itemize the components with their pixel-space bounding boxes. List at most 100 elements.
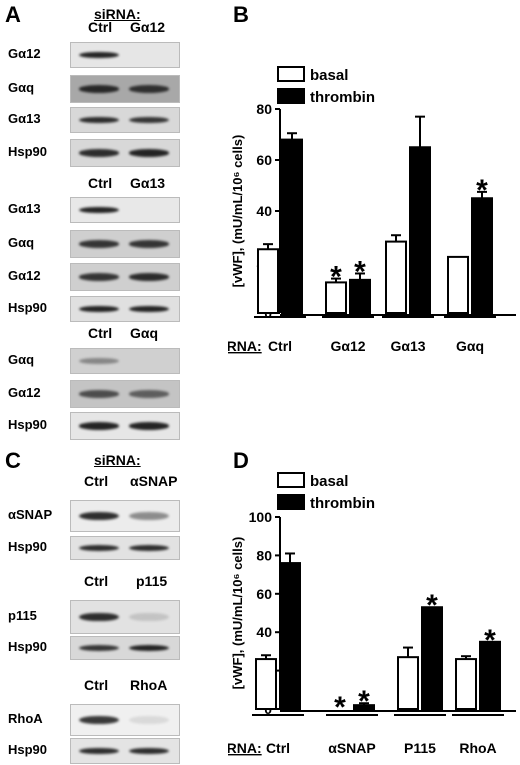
y-tick-label: 80 [256, 547, 272, 563]
lane-label: Ctrl [84, 473, 109, 489]
blot-strip [70, 636, 180, 660]
significance-marker: * [358, 685, 370, 718]
legend-swatch [277, 66, 305, 82]
blot-row-label: Hsp90 [8, 417, 48, 432]
blot-row-label: Gα13 [8, 111, 41, 126]
protein-band [79, 390, 119, 398]
protein-band [129, 390, 169, 398]
y-tick-label: 40 [256, 203, 272, 219]
bar-basal [397, 656, 419, 711]
protein-band [129, 612, 169, 622]
y-tick-label: 80 [256, 101, 272, 117]
x-tick-label: Ctrl [266, 740, 290, 756]
protein-band [129, 422, 169, 430]
bar-basal [385, 240, 407, 315]
panel-letter-c: C [5, 448, 21, 473]
protein-band [79, 240, 119, 248]
protein-band [79, 206, 119, 214]
blot-strip [70, 738, 180, 764]
protein-band [129, 644, 169, 652]
blot-row-label: αSNAP [8, 507, 53, 522]
protein-band [79, 273, 119, 281]
lane-label: Ctrl [88, 175, 113, 191]
bar-thrombin [279, 562, 301, 710]
lane-label: Gα13 [130, 175, 166, 191]
protein-band [79, 305, 119, 313]
bar-thrombin [353, 704, 375, 711]
blot-strip [70, 230, 180, 258]
blot-row-label: Gα12 [8, 46, 41, 61]
bar-chart-d: 020406080100[vWF], (mU/mL/10⁶ cells)Ctrl… [228, 472, 516, 756]
significance-marker: * [426, 589, 438, 622]
protein-band [129, 273, 169, 281]
protein-band [129, 715, 169, 725]
blot-strip [70, 263, 180, 291]
blot-strip [70, 412, 180, 440]
blot-row-label: Hsp90 [8, 742, 48, 757]
lane-label: Ctrl [88, 325, 113, 341]
x-axis-prefix: siRNA: [228, 338, 262, 354]
bar-thrombin [281, 138, 303, 314]
protein-band [79, 51, 119, 59]
blot-strip [70, 296, 180, 322]
x-tick-label: αSNAP [328, 740, 376, 756]
protein-band [79, 149, 119, 157]
bar-basal [255, 658, 277, 710]
lane-label: Ctrl [84, 677, 109, 693]
x-tick-label: P115 [404, 740, 436, 756]
blot-row-label: Hsp90 [8, 300, 48, 315]
blot-strip [70, 348, 180, 374]
lane-label: Ctrl [84, 573, 109, 589]
x-tick-label: RhoA [459, 740, 496, 756]
y-axis-label: [vWF], (mU/mL/10⁶ cells) [230, 537, 245, 690]
bar-thrombin [471, 197, 493, 314]
blot-row-label: Gαq [8, 80, 35, 95]
blot-row-label: Hsp90 [8, 539, 48, 554]
blot-strip [70, 500, 180, 532]
protein-band [79, 511, 119, 521]
blot-strip [70, 704, 180, 736]
lane-label: Ctrl [88, 19, 113, 35]
x-tick-label: Ctrl [268, 338, 292, 354]
significance-marker: * [354, 255, 366, 288]
blot-row-label: p115 [8, 608, 37, 623]
x-tick-label: Gα12 [330, 338, 365, 354]
protein-band [79, 357, 119, 365]
blot-strip [70, 536, 180, 560]
blot-row-label: Gα12 [8, 385, 41, 400]
blot-strip [70, 42, 180, 68]
y-tick-label: 100 [249, 509, 273, 525]
protein-band [79, 747, 119, 755]
lane-label: αSNAP [130, 473, 178, 489]
protein-band [129, 149, 169, 157]
blot-strip [70, 139, 180, 167]
bar-chart-b: 020406080[vWF], (mU/mL/10⁶ cells)Ctrl**G… [228, 66, 516, 354]
x-tick-label: Gαq [456, 338, 484, 354]
blot-strip [70, 600, 180, 634]
bar-thrombin [409, 146, 431, 314]
protein-band [129, 240, 169, 248]
y-axis-label: [vWF], (mU/mL/10⁶ cells) [230, 135, 245, 288]
y-tick-label: 40 [256, 624, 272, 640]
panel-letter-a: A [5, 2, 21, 27]
protein-band [79, 422, 119, 430]
blot-row-label: Hsp90 [8, 144, 48, 159]
bar-basal [455, 658, 477, 710]
blot-strip [70, 75, 180, 103]
lane-label: p115 [136, 573, 168, 589]
sirna-header: siRNA: [94, 6, 141, 22]
y-tick-label: 60 [256, 152, 272, 168]
x-axis-prefix: siRNA: [228, 740, 262, 756]
lane-label: Gαq [130, 325, 159, 341]
protein-band [129, 747, 169, 755]
legend-swatch [277, 88, 305, 104]
protein-band [129, 305, 169, 313]
protein-band [129, 544, 169, 552]
blot-row-label: Gα12 [8, 268, 41, 283]
significance-marker: * [330, 261, 342, 294]
bar-thrombin [421, 606, 443, 711]
blot-row-label: Hsp90 [8, 639, 48, 654]
sirna-header: siRNA: [94, 452, 141, 468]
panel-letter-b: B [233, 2, 249, 27]
legend-swatch [277, 472, 305, 488]
